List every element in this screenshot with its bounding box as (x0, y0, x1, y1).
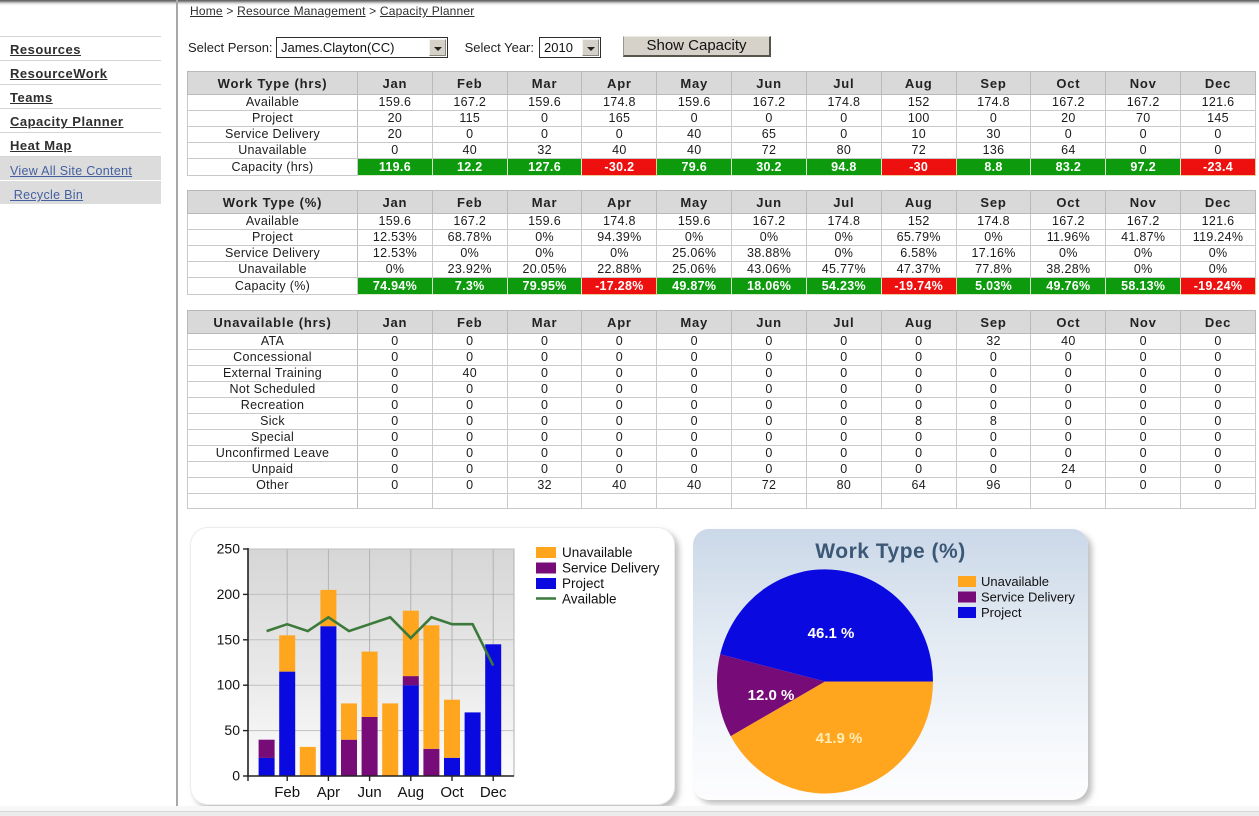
svg-text:Project: Project (981, 605, 1022, 620)
svg-text:Service Delivery: Service Delivery (981, 590, 1075, 605)
svg-text:Project: Project (562, 576, 604, 591)
svg-text:200: 200 (217, 586, 241, 602)
svg-text:Service Delivery: Service Delivery (562, 561, 660, 576)
svg-text:46.1 %: 46.1 % (808, 625, 855, 642)
svg-text:Unavailable: Unavailable (562, 545, 633, 560)
svg-text:Apr: Apr (317, 784, 340, 801)
svg-text:Available: Available (562, 592, 617, 607)
svg-text:250: 250 (217, 541, 241, 557)
svg-text:Oct: Oct (440, 784, 464, 801)
svg-text:12.0 %: 12.0 % (748, 687, 795, 704)
svg-text:50: 50 (224, 722, 240, 738)
svg-text:Aug: Aug (397, 784, 424, 801)
svg-text:Feb: Feb (274, 784, 300, 801)
svg-text:150: 150 (217, 631, 241, 647)
svg-text:41.9 %: 41.9 % (816, 730, 863, 747)
svg-text:Dec: Dec (480, 784, 507, 801)
svg-text:0: 0 (232, 768, 240, 784)
svg-text:Unavailable: Unavailable (981, 574, 1049, 589)
svg-text:Jun: Jun (358, 784, 382, 801)
svg-text:100: 100 (217, 677, 241, 693)
